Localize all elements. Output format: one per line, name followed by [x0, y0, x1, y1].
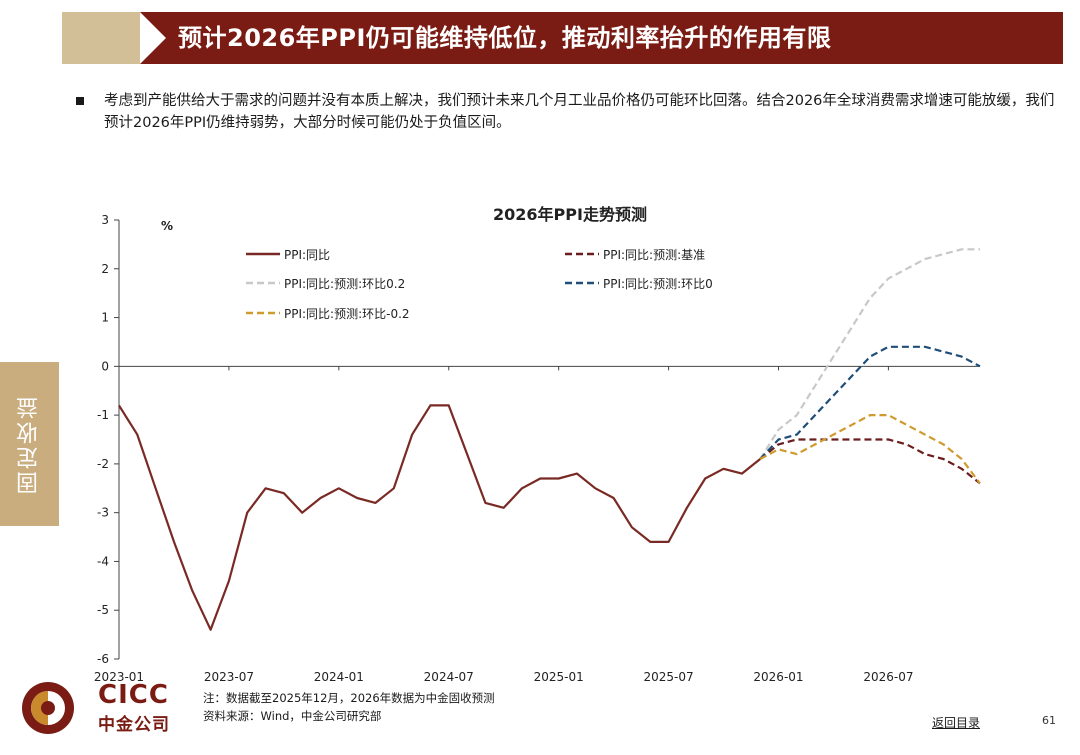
banner-accent	[62, 12, 140, 64]
footnote-note: 注：数据截至2025年12月，2026年数据为中金固收预测	[203, 691, 495, 705]
y-tick-label: -1	[97, 408, 109, 422]
series-line-0	[118, 404, 761, 631]
x-tick-label: 2024-07	[424, 670, 474, 684]
x-tick-label: 2025-07	[644, 670, 694, 684]
side-tab-fixed-income[interactable]: 固定收益	[0, 362, 59, 526]
cicc-emblem-icon	[22, 682, 74, 734]
x-tick-label: 2026-01	[753, 670, 803, 684]
series-line-1	[759, 438, 981, 485]
intro-paragraph: 考虑到产能供给大于需求的问题并没有本质上解决，我们预计未来几个月工业品价格仍可能…	[104, 93, 1055, 131]
bullet-square-icon	[76, 97, 84, 105]
legend-label: PPI:同比:预测:环比0.2	[284, 277, 405, 291]
y-axis-unit: %	[161, 219, 173, 233]
series-line-3	[759, 345, 981, 460]
page-number: 61	[1042, 714, 1056, 727]
y-tick-label: -6	[97, 652, 109, 666]
x-tick-label: 2024-01	[314, 670, 364, 684]
y-tick-label: -5	[97, 603, 109, 617]
y-tick-label: -4	[97, 554, 109, 568]
x-tick-label: 2023-01	[94, 670, 144, 684]
logo-en: CICC	[98, 680, 169, 710]
legend-label: PPI:同比:预测:基准	[603, 248, 705, 262]
page-title: 预计2026年PPI仍可能维持低位，推动利率抬升的作用有限	[178, 24, 832, 52]
y-tick-label: -3	[97, 506, 109, 520]
series-line-4	[759, 414, 981, 485]
series-line-2	[759, 248, 980, 460]
y-tick-label: 2	[101, 262, 109, 276]
y-tick-label: 1	[101, 311, 109, 325]
x-tick-label: 2023-07	[204, 670, 254, 684]
footnote-source: 资料来源：Wind，中金公司研究部	[203, 709, 382, 723]
banner-bar	[140, 12, 1063, 64]
legend-label: PPI:同比	[284, 248, 330, 262]
y-tick-label: -2	[97, 457, 109, 471]
chart-title: 2026年PPI走势预测	[493, 205, 647, 224]
cicc-logo: CICC 中金公司	[18, 680, 198, 736]
y-tick-label: 0	[101, 359, 109, 373]
x-tick-label: 2026-07	[863, 670, 913, 684]
back-to-toc-link[interactable]: 返回目录	[932, 716, 981, 730]
chart-footnote: 注：数据截至2025年12月，2026年数据为中金固收预测 资料来源：Wind，…	[203, 689, 495, 725]
legend-label: PPI:同比:预测:环比0	[603, 277, 713, 291]
logo-cn: 中金公司	[98, 715, 170, 735]
y-tick-label: 3	[101, 213, 109, 227]
legend-label: PPI:同比:预测:环比-0.2	[284, 307, 410, 321]
x-tick-label: 2025-01	[534, 670, 584, 684]
